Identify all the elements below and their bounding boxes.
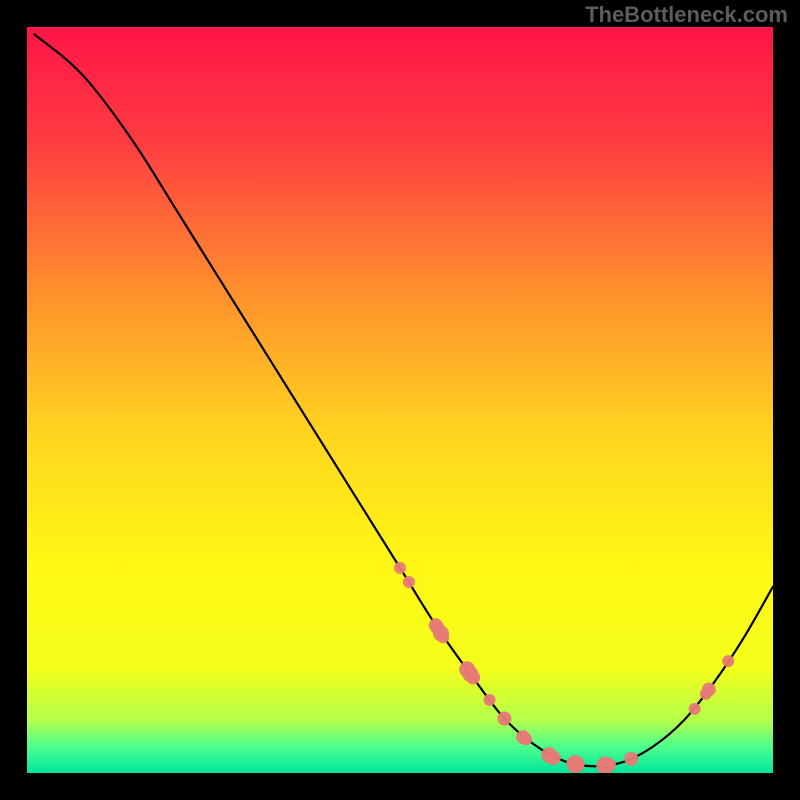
data-point [403,576,415,588]
chart-stage: TheBottleneck.com [0,0,800,800]
data-point [484,694,496,706]
plot-area [27,27,773,773]
data-point [547,751,561,765]
bottleneck-chart-svg [27,27,773,773]
data-point [497,712,511,726]
data-point [624,752,638,766]
data-point [689,703,701,715]
data-point [466,671,480,685]
data-point [520,733,532,745]
data-point [571,758,585,772]
data-point [394,562,406,574]
watermark-text: TheBottleneck.com [585,2,788,28]
gradient-background [27,27,773,773]
data-point [433,625,449,641]
data-point [602,758,616,772]
data-point [722,655,734,667]
data-point [702,682,716,696]
